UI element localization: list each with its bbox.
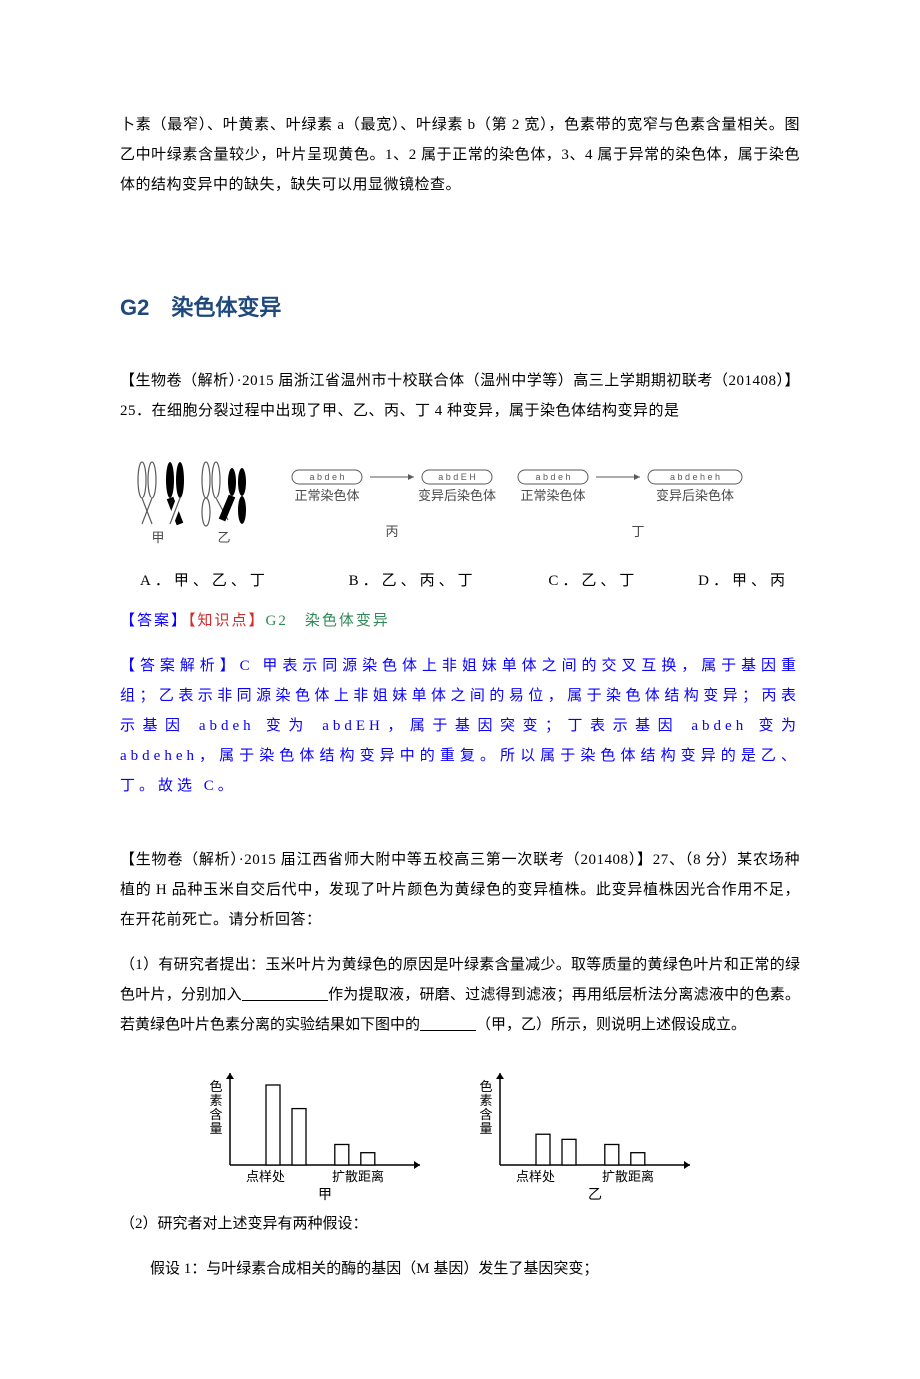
svg-text:素: 素 bbox=[209, 1093, 222, 1108]
q2-blank-1 bbox=[242, 984, 328, 1002]
svg-text:含: 含 bbox=[209, 1107, 222, 1122]
section-heading-g2: G2 染色体变异 bbox=[120, 286, 800, 330]
svg-text:乙: 乙 bbox=[588, 1187, 602, 1203]
svg-text:扩散距离: 扩散距离 bbox=[332, 1169, 384, 1184]
q1-lbl-normal-1: 正常染色体 bbox=[294, 488, 359, 503]
svg-text:甲: 甲 bbox=[318, 1188, 332, 1203]
svg-text:量: 量 bbox=[209, 1121, 222, 1136]
svg-text:色: 色 bbox=[479, 1079, 492, 1094]
q1-options: A．甲、乙、丁 B．乙、丙、丁 C．乙、丁 D．甲、丙 bbox=[140, 566, 800, 596]
svg-text:量: 量 bbox=[479, 1121, 492, 1136]
q1-lbl-after-1: 变异后染色体 bbox=[418, 488, 496, 503]
q1-gene-normal-1: a b d e h bbox=[309, 472, 344, 482]
q1-option-c: C．乙、丁 bbox=[548, 566, 638, 596]
q2-sub1-part-c: （甲，乙）所示，则说明上述假设成立。 bbox=[476, 1017, 746, 1033]
q1-stem: 【生物卷（解析）·2015 届浙江省温州市十校联合体（温州中学等）高三上学期期初… bbox=[120, 366, 800, 426]
svg-text:点样处: 点样处 bbox=[516, 1169, 555, 1184]
q1-gene-normal-2: a b d e h bbox=[535, 472, 570, 482]
q1-label-ding: 丁 bbox=[631, 524, 644, 539]
q1-label-yi: 乙 bbox=[217, 530, 230, 545]
page: 卜素（最窄）、叶黄素、叶绿素 a（最宽）、叶绿素 b（第 2 宽），色素带的宽窄… bbox=[0, 0, 920, 1379]
q1-option-a: A．甲、乙、丁 bbox=[140, 566, 269, 596]
q1-option-b: B．乙、丙、丁 bbox=[349, 566, 477, 596]
q1-answer-line: 【答案】【知识点】G2 染色体变异 bbox=[120, 606, 800, 636]
svg-text:色: 色 bbox=[209, 1079, 222, 1094]
svg-text:含: 含 bbox=[479, 1107, 492, 1122]
q2-blank-2 bbox=[420, 1014, 476, 1032]
q1-lbl-after-2: 变异后染色体 bbox=[656, 488, 734, 503]
q1-kp-tag: 【知识点】 bbox=[188, 613, 266, 629]
q1-label-bing: 丙 bbox=[385, 524, 398, 539]
q2-stem: 【生物卷（解析）·2015 届江西省师大附中等五校高三第一次联考（201408）… bbox=[120, 845, 800, 935]
q2-hypothesis-1: 假设 1：与叶绿素合成相关的酶的基因（M 基因）发生了基因突变； bbox=[150, 1254, 800, 1284]
q2-sub1: （1）有研究者提出：玉米叶片为黄绿色的原因是叶绿素含量减少。取等质量的黄绿色叶片… bbox=[120, 950, 800, 1040]
q1-gene-ding: a b d e h e h bbox=[670, 472, 720, 482]
svg-text:点样处: 点样处 bbox=[246, 1169, 285, 1184]
q1-gene-bing: a b d E H bbox=[438, 472, 476, 482]
q1-explanation: 【答案解析】C 甲表示同源染色体上非姐妹单体之间的交叉互换，属于基因重组；乙表示… bbox=[120, 651, 800, 801]
q1-option-d: D．甲、丙 bbox=[698, 566, 789, 596]
intro-paragraph: 卜素（最窄）、叶黄素、叶绿素 a（最宽）、叶绿素 b（第 2 宽），色素带的宽窄… bbox=[120, 110, 800, 200]
q2-sub2: （2）研究者对上述变异有两种假设： bbox=[120, 1209, 800, 1239]
q1-label-jia: 甲 bbox=[151, 530, 164, 545]
q1-chromosome-diagram: 甲 乙 bbox=[120, 460, 780, 550]
q1-answer-tag: 【答案】 bbox=[120, 613, 188, 629]
q1-lbl-normal-2: 正常染色体 bbox=[520, 488, 585, 503]
q2-bar-charts: 色素含量点样处扩散距离甲色素含量点样处扩散距离乙 bbox=[180, 1055, 860, 1205]
svg-text:素: 素 bbox=[479, 1093, 492, 1108]
q1-kp-value: G2 染色体变异 bbox=[266, 613, 390, 629]
svg-text:扩散距离: 扩散距离 bbox=[602, 1169, 654, 1184]
